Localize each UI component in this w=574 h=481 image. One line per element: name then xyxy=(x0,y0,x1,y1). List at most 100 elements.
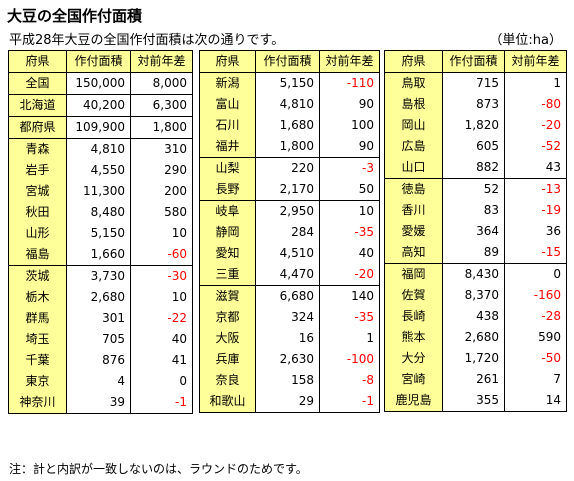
prefecture-name: 栃木 xyxy=(8,287,67,308)
prefecture-name: 静岡 xyxy=(199,222,256,243)
year-over-year-diff: 10 xyxy=(130,287,193,308)
table-row: 香川 83 -19 xyxy=(384,200,567,221)
year-over-year-diff: -35 xyxy=(319,307,380,328)
prefecture-name: 愛媛 xyxy=(384,221,443,242)
planted-area: 2,680 xyxy=(442,327,505,348)
table-row: 宮崎 261 7 xyxy=(384,369,567,390)
column-header-area: 作付面積 xyxy=(66,50,131,73)
prefecture-name: 和歌山 xyxy=(199,391,256,413)
table-row: 茨城 3,730 -30 xyxy=(8,265,193,287)
prefecture-name: 長崎 xyxy=(384,306,443,327)
prefecture-name: 三重 xyxy=(199,264,256,286)
planted-area: 109,900 xyxy=(66,116,131,139)
year-over-year-diff: 100 xyxy=(319,115,380,136)
table-row: 長野 2,170 50 xyxy=(199,179,380,201)
table-row: 大阪 16 1 xyxy=(199,328,380,349)
prefecture-name: 愛知 xyxy=(199,243,256,264)
year-over-year-diff: -100 xyxy=(319,349,380,370)
year-over-year-diff: 40 xyxy=(319,243,380,264)
table-row: 富山 4,810 90 xyxy=(199,94,380,115)
prefecture-name: 鹿児島 xyxy=(384,390,443,412)
planted-area: 1,820 xyxy=(442,115,505,136)
prefecture-name: 香川 xyxy=(384,200,443,221)
year-over-year-diff: -80 xyxy=(504,94,567,115)
prefecture-name: 山形 xyxy=(8,223,67,244)
year-over-year-diff: 310 xyxy=(130,138,193,160)
prefecture-name: 山梨 xyxy=(199,157,256,179)
unit-label: （単位:ha） xyxy=(489,33,562,48)
planted-area: 438 xyxy=(442,306,505,327)
table-row: 福島 1,660 -60 xyxy=(8,244,193,266)
table-row: 都府県 109,900 1,800 xyxy=(8,116,193,139)
planted-area: 4,810 xyxy=(66,138,131,160)
planted-area: 284 xyxy=(255,222,320,243)
prefecture-name: 岡山 xyxy=(384,115,443,136)
table-row: 東京 4 0 xyxy=(8,371,193,392)
prefecture-name: 滋賀 xyxy=(199,285,256,307)
prefecture-name: 大分 xyxy=(384,348,443,369)
year-over-year-diff: 90 xyxy=(319,94,380,115)
planted-area: 324 xyxy=(255,307,320,328)
planted-area: 261 xyxy=(442,369,505,390)
planted-area: 1,660 xyxy=(66,244,131,266)
prefecture-name: 岐阜 xyxy=(199,200,256,222)
table-row: 岩手 4,550 290 xyxy=(8,160,193,181)
planted-area: 1,680 xyxy=(255,115,320,136)
area-table-left: 府県 作付面積 対前年差 全国 150,000 8,000 北海道 40,200 6,300 都府… xyxy=(8,50,193,414)
planted-area: 39 xyxy=(66,392,131,414)
table-row: 熊本 2,680 590 xyxy=(384,327,567,348)
planted-area: 1,800 xyxy=(255,136,320,158)
year-over-year-diff: 1,800 xyxy=(130,116,193,139)
column-header-area: 作付面積 xyxy=(255,50,320,73)
planted-area: 4,510 xyxy=(255,243,320,264)
prefecture-name: 福岡 xyxy=(384,263,443,285)
year-over-year-diff: -3 xyxy=(319,157,380,179)
planted-area: 1,720 xyxy=(442,348,505,369)
prefecture-name: 埼玉 xyxy=(8,329,67,350)
planted-area: 715 xyxy=(442,72,505,94)
prefecture-name: 千葉 xyxy=(8,350,67,371)
prefecture-name: 徳島 xyxy=(384,178,443,200)
planted-area: 364 xyxy=(442,221,505,242)
planted-area: 2,630 xyxy=(255,349,320,370)
column-header-pref: 府県 xyxy=(199,50,256,73)
planted-area: 8,430 xyxy=(442,263,505,285)
planted-area: 4,550 xyxy=(66,160,131,181)
year-over-year-diff: -52 xyxy=(504,136,567,157)
year-over-year-diff: 8,000 xyxy=(130,72,193,95)
table-row: 岡山 1,820 -20 xyxy=(384,115,567,136)
year-over-year-diff: 40 xyxy=(130,329,193,350)
prefecture-name: 青森 xyxy=(8,138,67,160)
column-header-diff: 対前年差 xyxy=(319,50,380,73)
planted-area: 2,170 xyxy=(255,179,320,201)
year-over-year-diff: 580 xyxy=(130,202,193,223)
planted-area: 355 xyxy=(442,390,505,412)
year-over-year-diff: 10 xyxy=(319,200,380,222)
prefecture-name: 秋田 xyxy=(8,202,67,223)
planted-area: 8,370 xyxy=(442,285,505,306)
table-row: 愛媛 364 36 xyxy=(384,221,567,242)
area-table-middle: 府県 作付面積 対前年差 新潟 5,150 -110 富山 4,810 90 石川 1,680 100… xyxy=(199,50,380,413)
year-over-year-diff: 0 xyxy=(130,371,193,392)
year-over-year-diff: 41 xyxy=(130,350,193,371)
table-row: 群馬 301 -22 xyxy=(8,308,193,329)
table-row: 佐賀 8,370 -160 xyxy=(384,285,567,306)
year-over-year-diff: -22 xyxy=(130,308,193,329)
table-row: 全国 150,000 8,000 xyxy=(8,72,193,95)
year-over-year-diff: -15 xyxy=(504,242,567,264)
prefecture-name: 佐賀 xyxy=(384,285,443,306)
table-row: 島根 873 -80 xyxy=(384,94,567,115)
planted-area: 5,150 xyxy=(255,72,320,94)
year-over-year-diff: -28 xyxy=(504,306,567,327)
prefecture-name: 熊本 xyxy=(384,327,443,348)
planted-area: 150,000 xyxy=(66,72,131,95)
table-row: 新潟 5,150 -110 xyxy=(199,72,380,94)
planted-area: 16 xyxy=(255,328,320,349)
planted-area: 3,730 xyxy=(66,265,131,287)
year-over-year-diff: 0 xyxy=(504,263,567,285)
prefecture-name: 全国 xyxy=(8,72,67,95)
year-over-year-diff: 10 xyxy=(130,223,193,244)
planted-area: 89 xyxy=(442,242,505,264)
planted-area: 705 xyxy=(66,329,131,350)
year-over-year-diff: 1 xyxy=(504,72,567,94)
